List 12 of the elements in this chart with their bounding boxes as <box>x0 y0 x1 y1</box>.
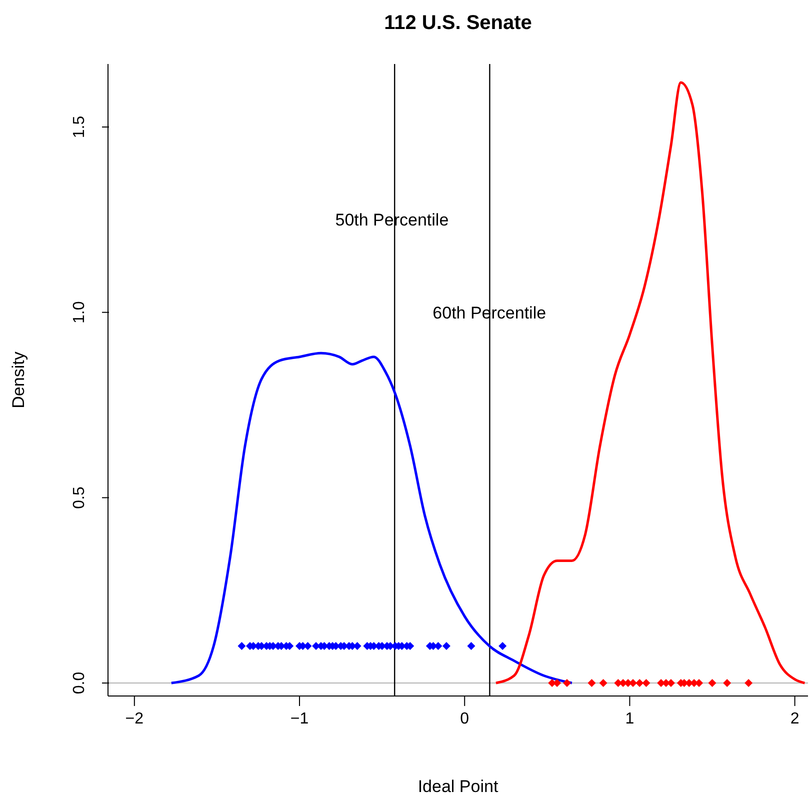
y-tick-label: 1.5 <box>71 116 88 138</box>
x-tick-label: −2 <box>125 710 144 728</box>
y-tick-label: 0.5 <box>71 486 88 509</box>
x-tick-label: 0 <box>460 710 470 728</box>
x-tick-label: −1 <box>290 710 309 728</box>
y-tick-label: 0.0 <box>71 672 88 694</box>
y-axis-title: Density <box>9 351 28 408</box>
chart-title: 112 U.S. Senate <box>383 12 533 36</box>
y-tick-label: 1.0 <box>71 301 88 324</box>
x-tick-label: 1 <box>625 710 634 728</box>
x-tick-label: 2 <box>790 710 800 728</box>
x-axis-title: Ideal Point <box>418 777 498 796</box>
